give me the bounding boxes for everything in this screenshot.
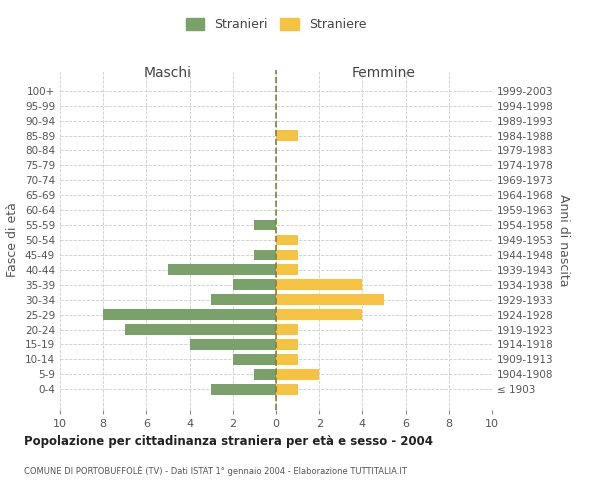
Bar: [276, 309, 362, 320]
Bar: [190, 339, 276, 350]
Bar: [254, 250, 276, 260]
Bar: [276, 369, 319, 380]
Bar: [125, 324, 276, 335]
Bar: [103, 309, 276, 320]
Bar: [276, 250, 298, 260]
Bar: [168, 264, 276, 275]
Bar: [276, 294, 384, 305]
Bar: [233, 280, 276, 290]
Bar: [276, 264, 298, 275]
Bar: [276, 324, 298, 335]
Bar: [276, 130, 298, 141]
Bar: [276, 384, 298, 394]
Bar: [233, 354, 276, 364]
Y-axis label: Anni di nascita: Anni di nascita: [557, 194, 570, 286]
Bar: [254, 220, 276, 230]
Bar: [276, 339, 298, 350]
Text: Femmine: Femmine: [352, 66, 416, 80]
Text: Maschi: Maschi: [144, 66, 192, 80]
Legend: Stranieri, Straniere: Stranieri, Straniere: [179, 11, 373, 38]
Text: COMUNE DI PORTOBUFFOLÈ (TV) - Dati ISTAT 1° gennaio 2004 - Elaborazione TUTTITAL: COMUNE DI PORTOBUFFOLÈ (TV) - Dati ISTAT…: [24, 465, 407, 475]
Bar: [276, 354, 298, 364]
Bar: [276, 280, 362, 290]
Text: Popolazione per cittadinanza straniera per età e sesso - 2004: Popolazione per cittadinanza straniera p…: [24, 435, 433, 448]
Bar: [211, 384, 276, 394]
Y-axis label: Fasce di età: Fasce di età: [7, 202, 19, 278]
Bar: [211, 294, 276, 305]
Bar: [254, 369, 276, 380]
Bar: [276, 234, 298, 246]
